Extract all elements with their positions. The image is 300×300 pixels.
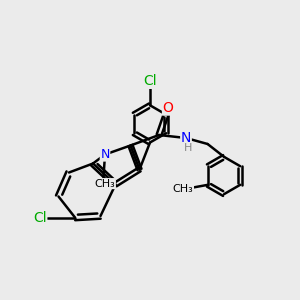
Text: O: O xyxy=(163,101,173,115)
Text: N: N xyxy=(181,131,191,145)
Text: Cl: Cl xyxy=(143,74,157,88)
Text: N: N xyxy=(100,148,110,161)
Text: Cl: Cl xyxy=(33,211,47,224)
Text: CH₃: CH₃ xyxy=(173,184,194,194)
Text: H: H xyxy=(184,142,193,153)
Text: CH₃: CH₃ xyxy=(94,178,116,189)
